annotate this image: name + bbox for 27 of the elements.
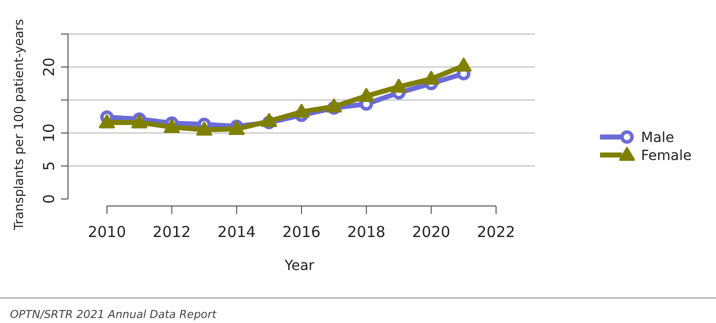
x-tick-label: 2016: [282, 223, 321, 241]
y-tick-label: 0: [40, 194, 58, 204]
point: [390, 78, 407, 93]
point: [98, 114, 115, 128]
y-tick-label: 20: [40, 57, 58, 77]
point: [294, 104, 310, 118]
x-tick-label: 2022: [476, 223, 516, 241]
point: [358, 88, 374, 102]
x-tick-label: 2018: [347, 223, 386, 241]
point: [326, 98, 342, 112]
y-tick-label: 10: [40, 123, 58, 143]
point: [131, 114, 148, 128]
y-axis-title: Transplants per 100 patient-years: [11, 18, 26, 232]
point: [423, 70, 440, 85]
y-tick-label: 5: [40, 161, 58, 171]
point: [261, 113, 278, 128]
legend-label: Male: [641, 130, 674, 146]
x-axis-title: Year: [284, 258, 315, 274]
legend-label: Female: [641, 148, 692, 164]
point: [456, 58, 472, 72]
x-tick-label: 2020: [412, 223, 450, 241]
point: [164, 119, 180, 133]
x-tick-label: 2014: [218, 223, 256, 241]
x-tick-label: 2010: [88, 223, 126, 241]
point: [196, 122, 212, 136]
x-tick-label: 2012: [152, 223, 191, 241]
text: OPTN/SRTR 2021 Annual Data Report: [10, 308, 218, 321]
